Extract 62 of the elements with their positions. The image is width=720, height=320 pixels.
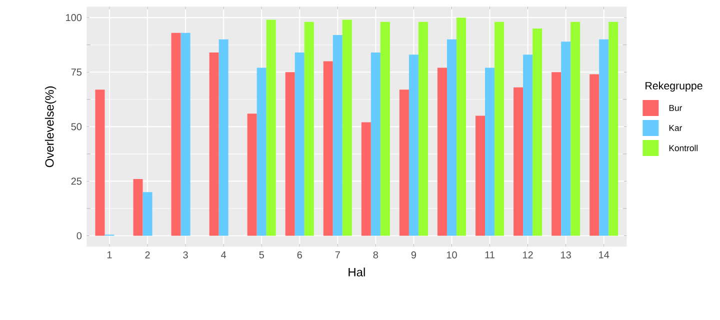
x-tick-label: 7 <box>335 251 340 258</box>
bar <box>532 28 542 236</box>
x-tick-label: 9 <box>411 251 416 258</box>
y-tick-label: 100 <box>66 14 82 22</box>
bar <box>180 32 190 236</box>
x-tick-label: 8 <box>373 251 378 258</box>
bar <box>342 20 352 236</box>
x-tick-label: 2 <box>145 251 150 258</box>
y-tick-label: 50 <box>71 123 82 130</box>
y-tick-label: 25 <box>71 178 82 185</box>
bar <box>485 68 495 236</box>
bar <box>380 22 390 236</box>
x-tick-label: 14 <box>599 251 610 258</box>
bar <box>399 90 409 236</box>
bar <box>285 72 295 236</box>
bar <box>266 20 276 236</box>
bar <box>247 114 257 236</box>
bar <box>370 52 380 236</box>
bar <box>304 22 314 236</box>
bar <box>446 39 456 236</box>
x-axis-title: Hal <box>348 268 365 276</box>
x-tick-label: 3 <box>183 251 188 258</box>
legend-label: Kontroll <box>669 144 698 152</box>
x-tick-label: 5 <box>259 251 264 258</box>
x-tick-label: 6 <box>297 251 302 258</box>
bar <box>494 22 504 236</box>
bar <box>514 87 524 236</box>
x-tick-label: 10 <box>446 251 457 258</box>
bar <box>570 22 580 236</box>
legend-label: Kar <box>669 124 682 132</box>
bar <box>256 68 266 236</box>
bar <box>95 90 105 236</box>
bar <box>294 52 304 236</box>
bar <box>523 54 533 236</box>
bar <box>418 22 428 236</box>
bar <box>456 18 466 236</box>
bar <box>590 74 600 236</box>
y-tick-label: 75 <box>71 68 82 76</box>
bar <box>437 68 447 236</box>
legend-label: Bur <box>669 104 682 112</box>
bar <box>608 22 618 236</box>
legend-title: Rekegruppe <box>646 82 702 92</box>
bar <box>552 72 562 236</box>
y-tick-label: 0 <box>76 232 82 240</box>
bar <box>408 54 418 236</box>
bar <box>209 52 219 236</box>
bar <box>171 32 181 236</box>
bar <box>133 179 143 236</box>
x-tick-label: 4 <box>221 251 226 258</box>
bar <box>142 192 152 236</box>
bar <box>332 35 342 236</box>
x-tick-label: 12 <box>522 251 533 258</box>
bar <box>361 122 371 236</box>
y-axis-title: Overlevelse(%) <box>44 86 56 168</box>
x-tick-label: 11 <box>485 251 494 258</box>
bar <box>561 42 571 236</box>
x-tick-label: 1 <box>107 251 112 258</box>
bar <box>218 39 228 236</box>
bar <box>476 116 486 236</box>
x-tick-label: 13 <box>561 251 571 258</box>
bar <box>599 39 609 236</box>
bar <box>323 61 333 236</box>
